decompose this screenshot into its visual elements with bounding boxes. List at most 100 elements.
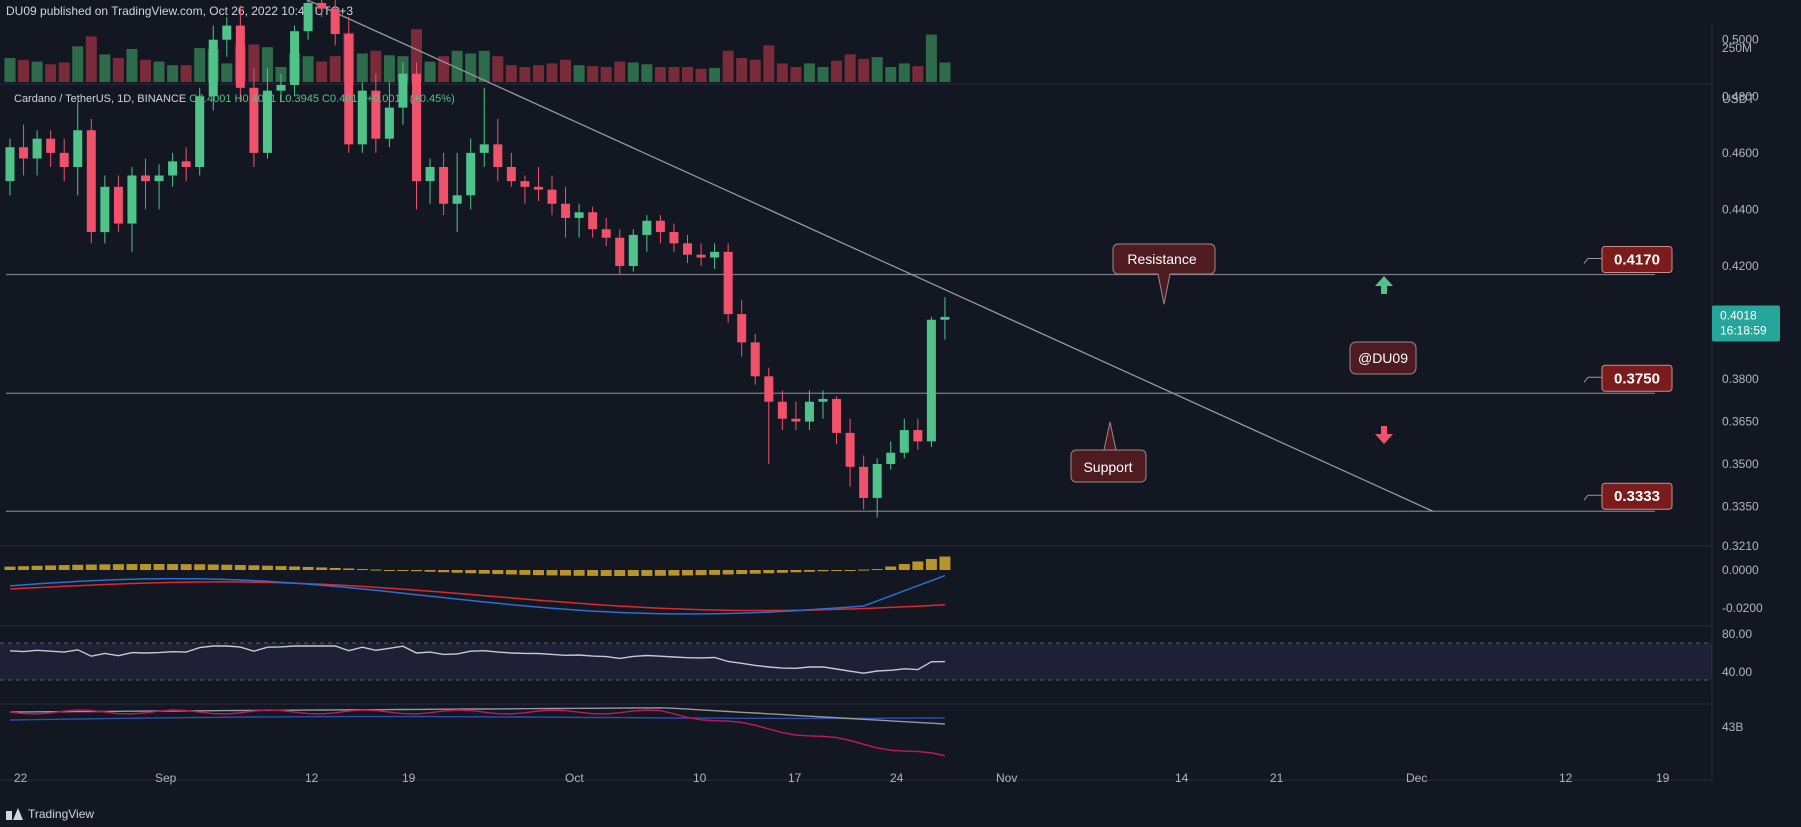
symbol-info-part: C0.4018 (319, 93, 364, 105)
macd-histogram-bar (898, 563, 910, 570)
candle-body (452, 195, 462, 204)
x-tick-label: Dec (1406, 771, 1427, 785)
level-label-box (1601, 482, 1673, 510)
candle-body (533, 186, 543, 190)
macd-histogram-bar (370, 569, 382, 571)
volume-bar (885, 67, 897, 82)
volume-bar (438, 56, 450, 82)
candle-body (466, 152, 476, 196)
volume-bar (912, 66, 924, 82)
volume-bar (31, 61, 43, 82)
level-label-value: 0.3750 (1614, 370, 1660, 387)
rsi-tick-label: 80.00 (1722, 627, 1752, 641)
macd-histogram-bar (492, 570, 504, 575)
candle-body (683, 243, 692, 255)
tradingview-logo-icon (6, 808, 23, 820)
candle-body (913, 430, 923, 442)
macd-histogram-bar (695, 570, 707, 576)
macd-histogram-bar (112, 564, 124, 570)
volume-bar (641, 64, 653, 82)
volume-bar (58, 62, 70, 82)
volume-bar (180, 65, 192, 82)
volume-bar (871, 57, 883, 82)
candle-body (940, 316, 950, 320)
volume-bar (858, 58, 870, 82)
volume-bar (505, 65, 517, 82)
symbol-info-part: O0.4001 (186, 93, 231, 105)
volume-bar (85, 36, 97, 82)
level-label-leader (1583, 258, 1589, 264)
lower-indicator-pane (9, 707, 946, 757)
candle-body (479, 144, 489, 153)
volume-bar (736, 58, 748, 82)
price-tick-label: 0.5000 (1722, 33, 1759, 47)
trendline-layer (305, 0, 1434, 512)
candle-body (32, 138, 42, 159)
macd-histogram-bar (289, 566, 301, 570)
volume-bar (695, 68, 707, 82)
indicator-line-blue (9, 715, 945, 721)
volume-bars (4, 29, 951, 82)
volume-bar (302, 56, 314, 82)
macd-histogram-bar (912, 561, 924, 570)
tradingview-brand[interactable]: TradingView (6, 807, 94, 821)
candle-body (818, 398, 828, 402)
macd-histogram-bar (776, 570, 788, 573)
candle-body (926, 319, 936, 442)
macd-histogram-bar (668, 570, 680, 576)
publish-credit: DU09 published on TradingView.com, Oct 2… (6, 4, 353, 18)
last-price-badge (1712, 305, 1780, 342)
volume-bar (370, 50, 382, 82)
level-label-leader (1583, 376, 1589, 383)
volume-bar (140, 59, 151, 82)
candle-body (317, 2, 327, 9)
candle-body (804, 401, 814, 422)
macd-histogram-bar (302, 566, 314, 570)
macd-histogram-bar (465, 570, 477, 574)
macd-histogram-bar (641, 570, 653, 576)
volume-bar (492, 56, 504, 82)
candle-body (520, 181, 530, 187)
candle-body (561, 203, 571, 218)
volume-bar (749, 59, 761, 82)
volume-bar (4, 58, 16, 82)
macd-histogram-bar (532, 570, 544, 576)
volume-bar (587, 66, 599, 82)
price-tick-label: 0.4800 (1722, 89, 1759, 103)
brand-label: TradingView (28, 807, 95, 821)
candle-body (601, 229, 611, 238)
horizontal-levels (6, 273, 1655, 512)
volume-bar (898, 63, 910, 82)
candle-body (696, 254, 706, 258)
candle-body (777, 401, 787, 419)
candle-body (86, 130, 96, 233)
chart-grid (0, 22, 1713, 781)
rsi-tick-label: 40.00 (1722, 665, 1752, 679)
price-tick-label: 0.3650 (1722, 415, 1759, 429)
x-tick-label: 22 (14, 771, 28, 785)
volume-bar (478, 50, 490, 82)
macd-histogram-bar (614, 570, 626, 576)
candle-body (669, 232, 679, 244)
macd-histogram-bar (736, 570, 748, 575)
down-arrow-icon (1375, 426, 1393, 444)
symbol-info-part: H0.4091 (231, 93, 276, 105)
volume-bar (627, 62, 639, 82)
macd-histogram-bar (831, 570, 843, 571)
candle-body (249, 87, 259, 153)
countdown-timer: 16:18:59 (1720, 323, 1767, 337)
symbol-info-part: L0.3945 (276, 93, 319, 105)
macd-histogram-bar (749, 570, 761, 574)
macd-histogram-bar (194, 564, 206, 570)
symbol-info-line: Cardano / TetherUS, 1D, BINANCE O0.4001 … (14, 93, 455, 105)
rsi-band (0, 643, 1712, 680)
macd-histogram-bar (451, 570, 463, 573)
candle-body (100, 186, 110, 233)
currency-label: USDT (1722, 92, 1755, 106)
candle-body (262, 90, 272, 153)
support-label: Support (1083, 459, 1132, 475)
volume-bar (709, 67, 721, 82)
volume-bar (790, 67, 802, 82)
x-tick-label: 19 (402, 771, 416, 785)
